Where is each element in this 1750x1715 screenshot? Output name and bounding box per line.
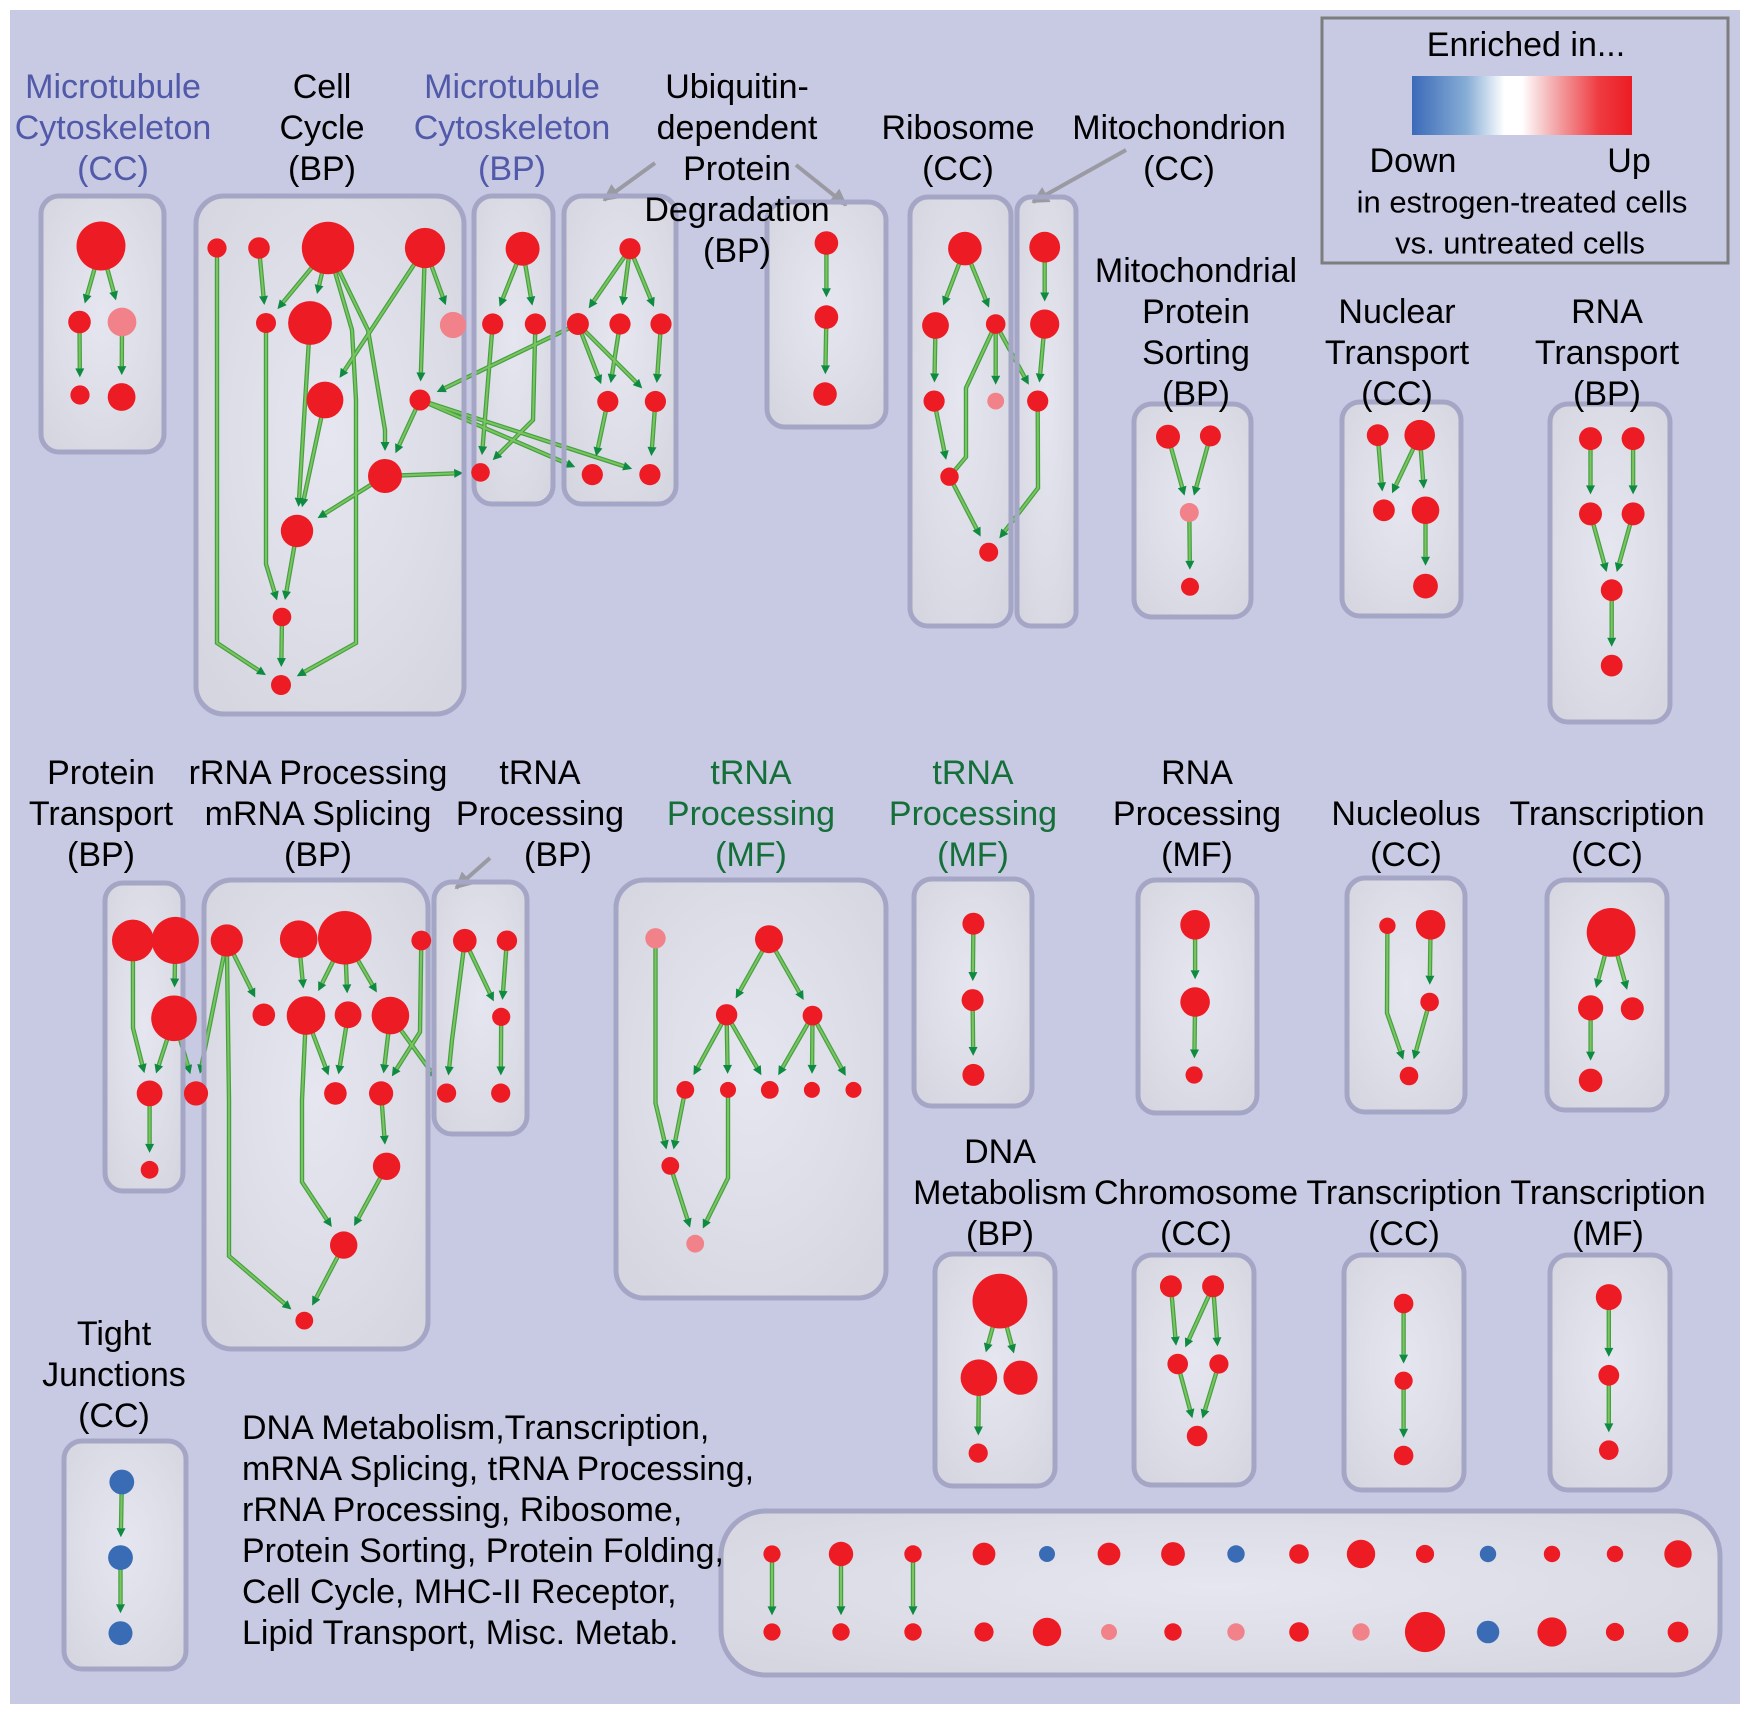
svg-text:(BP): (BP) [1162,375,1230,413]
svg-text:Transport: Transport [1535,334,1680,372]
svg-text:RNA: RNA [1161,754,1233,792]
svg-text:(CC): (CC) [78,1397,150,1435]
svg-text:(BP): (BP) [966,1215,1034,1253]
svg-text:Sorting: Sorting [1142,334,1250,372]
svg-text:DNA: DNA [964,1133,1036,1171]
svg-text:Down: Down [1370,142,1457,180]
svg-text:tRNA: tRNA [932,754,1014,792]
svg-text:(BP): (BP) [478,150,546,188]
svg-text:(BP): (BP) [67,836,135,874]
svg-text:Metabolism: Metabolism [913,1174,1087,1212]
svg-text:Transcription: Transcription [1510,1174,1705,1212]
svg-text:Tight: Tight [77,1315,152,1353]
svg-text:(BP): (BP) [288,150,356,188]
svg-text:Ribosome: Ribosome [881,109,1034,147]
svg-text:(CC): (CC) [922,150,994,188]
svg-text:(MF): (MF) [1572,1215,1644,1253]
svg-text:Degradation: Degradation [644,191,829,229]
svg-text:Transcription: Transcription [1509,795,1704,833]
svg-text:Transcription: Transcription [1306,1174,1501,1212]
svg-text:Chromosome: Chromosome [1094,1174,1298,1212]
svg-text:Nuclear: Nuclear [1338,293,1455,331]
svg-text:dependent: dependent [657,109,818,147]
svg-text:(CC): (CC) [77,150,149,188]
svg-text:(CC): (CC) [1370,836,1442,874]
svg-text:(MF): (MF) [1161,836,1233,874]
svg-text:(CC): (CC) [1143,150,1215,188]
svg-text:Protein: Protein [1142,293,1250,331]
svg-text:RNA: RNA [1571,293,1643,331]
svg-text:vs. untreated cells: vs. untreated cells [1395,226,1645,261]
svg-text:mRNA Splicing: mRNA Splicing [205,795,432,833]
svg-text:Cell: Cell [293,68,352,106]
svg-text:Cycle: Cycle [279,109,364,147]
svg-text:rRNA Processing: rRNA Processing [189,754,448,792]
svg-text:(CC): (CC) [1160,1215,1232,1253]
svg-text:Junctions: Junctions [42,1356,186,1394]
svg-text:(CC): (CC) [1361,375,1433,413]
svg-text:(BP): (BP) [703,232,771,270]
svg-text:tRNA: tRNA [710,754,792,792]
svg-text:(MF): (MF) [715,836,787,874]
svg-text:Lipid Transport, Misc. Metab.: Lipid Transport, Misc. Metab. [242,1614,679,1652]
svg-text:(MF): (MF) [937,836,1009,874]
svg-text:in estrogen-treated cells: in estrogen-treated cells [1357,185,1688,220]
svg-text:mRNA Splicing, tRNA Processing: mRNA Splicing, tRNA Processing, [242,1450,754,1488]
svg-text:Processing: Processing [889,795,1057,833]
svg-text:Cell Cycle, MHC-II Receptor,: Cell Cycle, MHC-II Receptor, [242,1573,677,1611]
svg-text:(BP): (BP) [284,836,352,874]
svg-text:(CC): (CC) [1368,1215,1440,1253]
svg-text:DNA Metabolism,Transcription,: DNA Metabolism,Transcription, [242,1409,709,1447]
svg-text:Processing: Processing [456,795,624,833]
svg-text:(BP): (BP) [1573,375,1641,413]
svg-text:Cytoskeleton: Cytoskeleton [15,109,212,147]
svg-text:Microtubule: Microtubule [25,68,201,106]
svg-text:Mitochondrion: Mitochondrion [1072,109,1286,147]
svg-text:Transport: Transport [1325,334,1470,372]
svg-text:Protein: Protein [683,150,791,188]
svg-text:Processing: Processing [1113,795,1281,833]
svg-text:Microtubule: Microtubule [424,68,600,106]
svg-text:Enriched in...: Enriched in... [1427,26,1625,64]
svg-text:Protein Sorting, Protein Foldi: Protein Sorting, Protein Folding, [242,1532,724,1570]
svg-text:rRNA Processing, Ribosome,: rRNA Processing, Ribosome, [242,1491,682,1529]
svg-text:(CC): (CC) [1571,836,1643,874]
svg-text:Transport: Transport [29,795,174,833]
svg-text:Nucleolus: Nucleolus [1331,795,1480,833]
svg-text:Processing: Processing [667,795,835,833]
svg-text:Ubiquitin-: Ubiquitin- [665,68,809,106]
svg-text:Cytoskeleton: Cytoskeleton [414,109,611,147]
svg-text:Mitochondrial: Mitochondrial [1095,252,1297,290]
svg-text:(BP): (BP) [524,836,592,874]
svg-text:Protein: Protein [47,754,155,792]
svg-text:Up: Up [1607,142,1650,180]
svg-text:tRNA: tRNA [499,754,581,792]
